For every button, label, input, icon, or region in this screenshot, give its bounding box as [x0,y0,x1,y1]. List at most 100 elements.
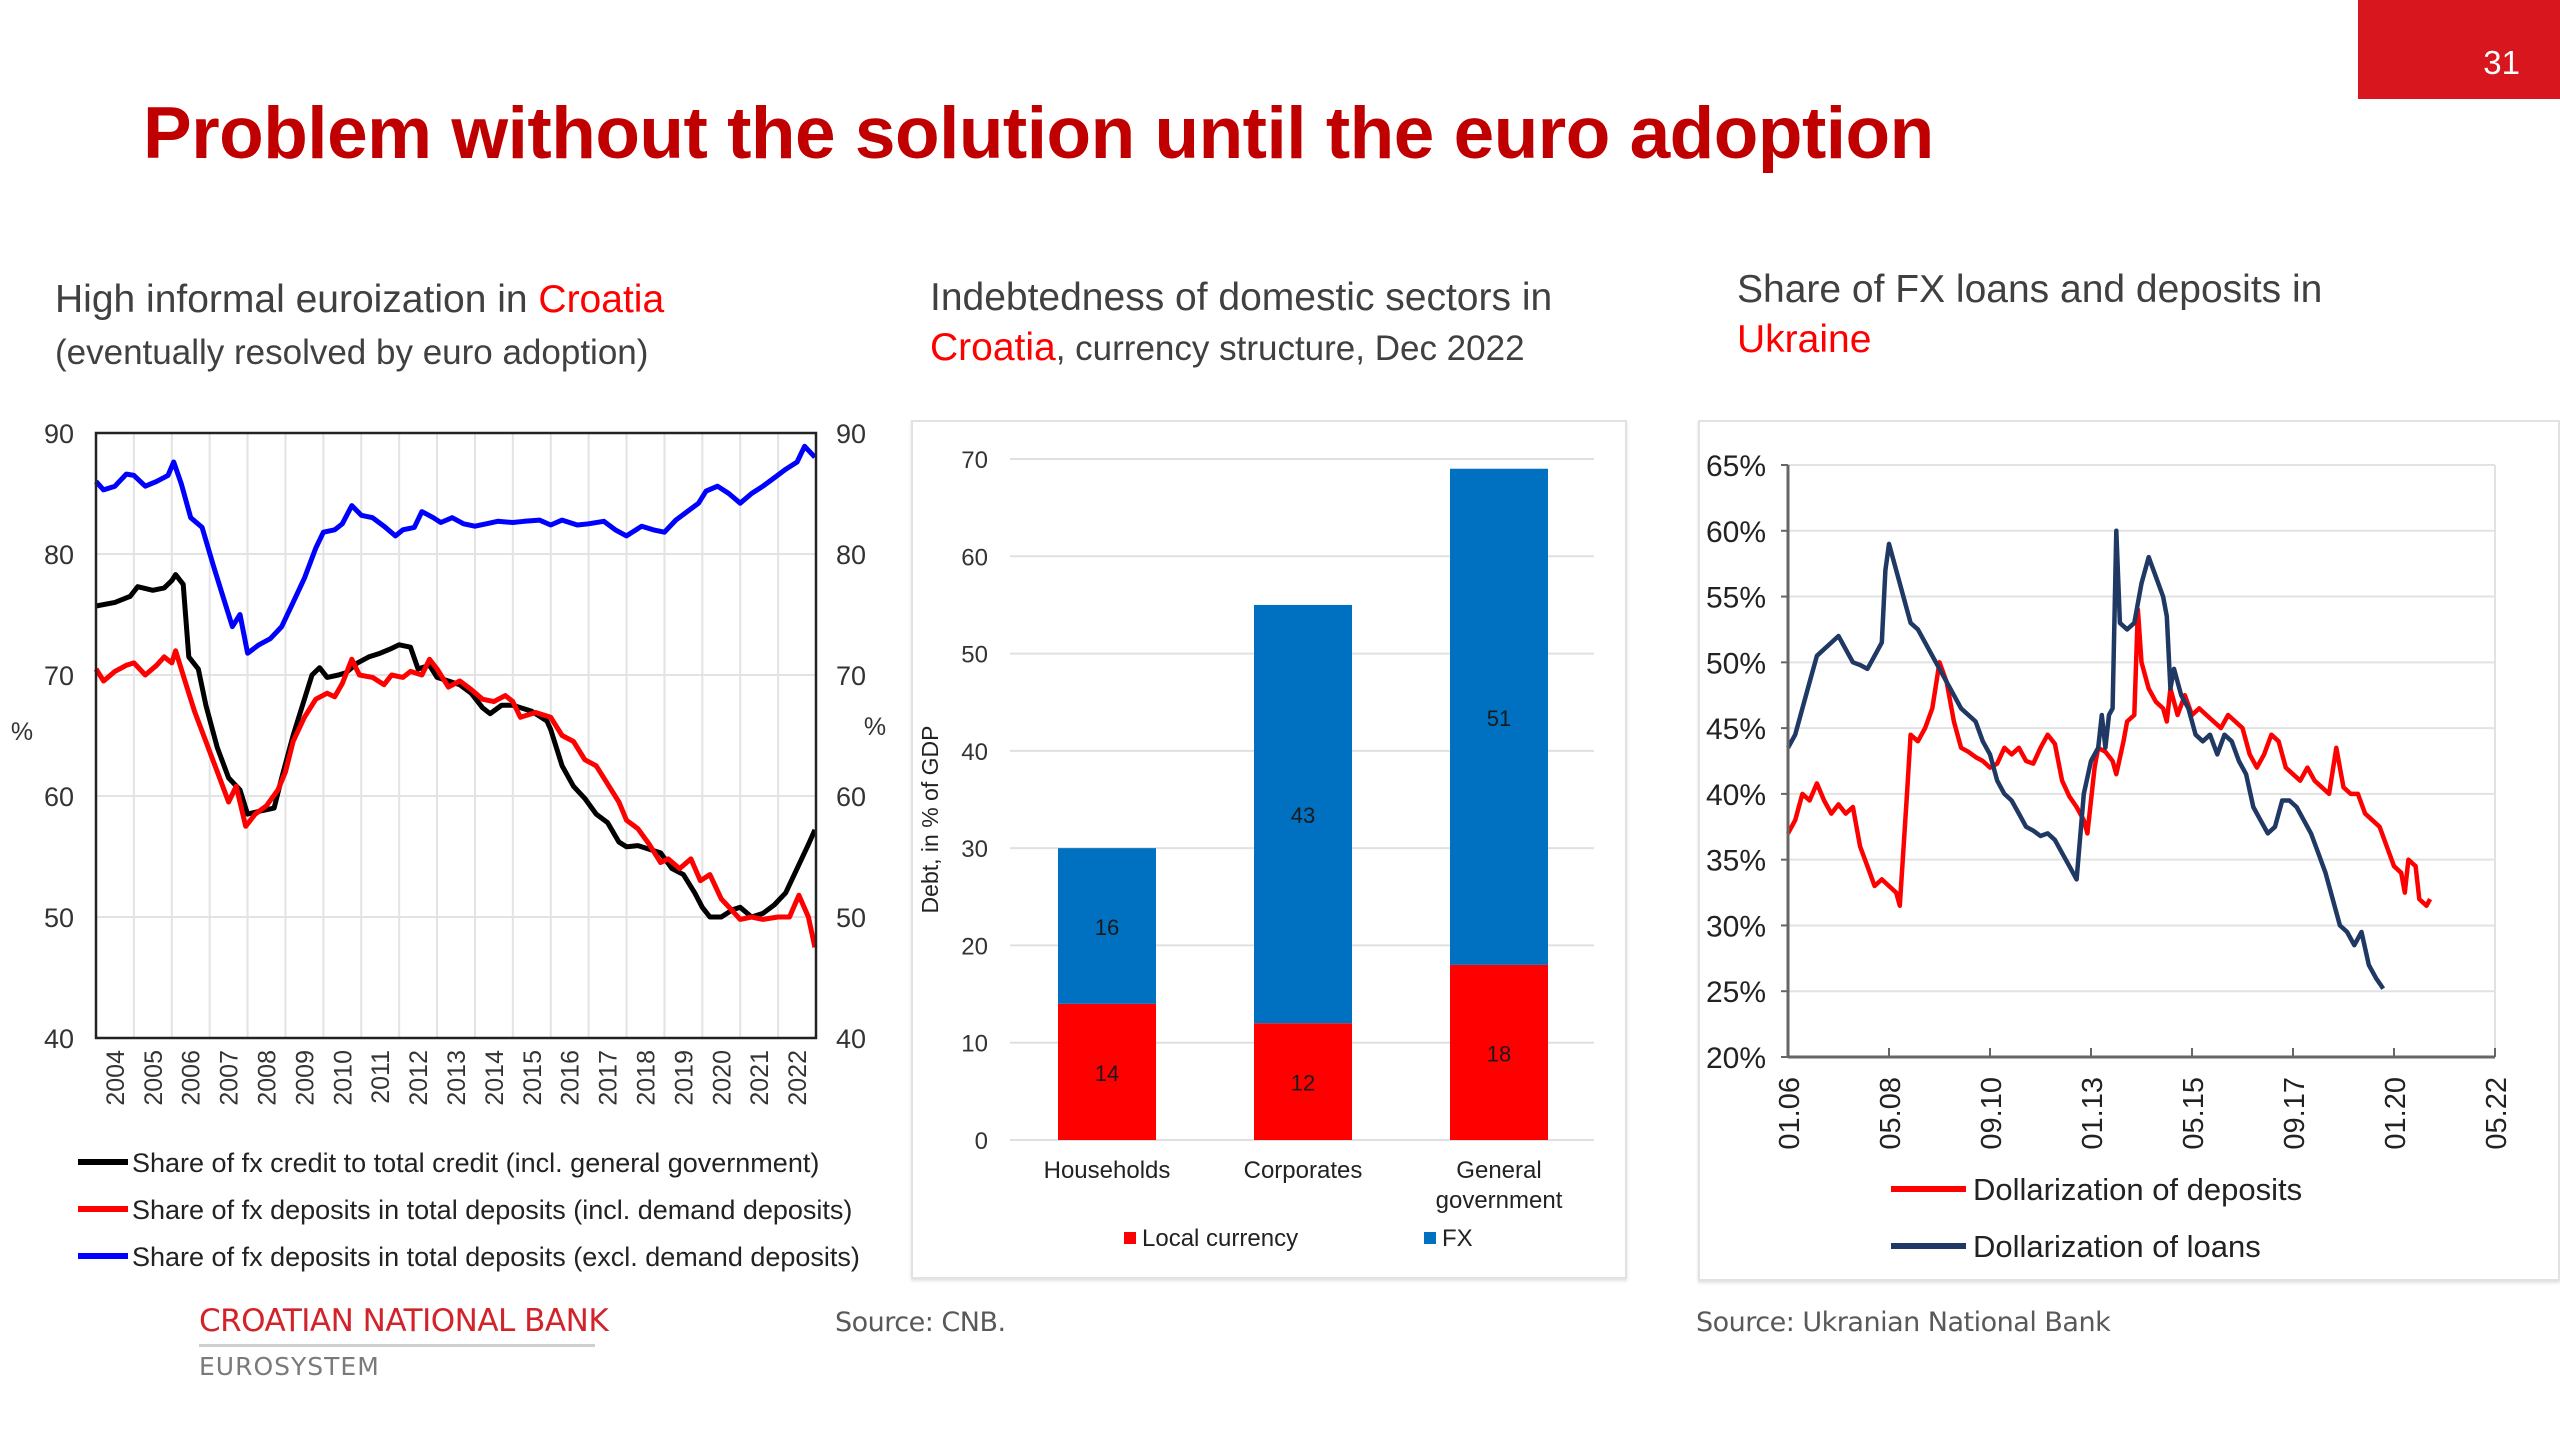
series-line [94,443,817,656]
middle-chart-heading-rest: , currency structure, Dec 2022 [1055,329,1525,368]
y-tick-label: 50% [1706,647,1766,680]
y-tick-label: 30 [961,836,988,863]
x-tick-label: 2009 [291,1050,319,1106]
x-tick-label: 2019 [670,1050,698,1106]
left-chart-heading: High informal euroization in Croatia [55,278,664,322]
y-tick-label: 55% [1706,582,1766,615]
legend-label: Share of fx credit to total credit (incl… [132,1148,819,1178]
y-tick-label: 40% [1706,779,1766,812]
legend-label: FX [1442,1225,1473,1252]
legend-label: Share of fx deposits in total deposits (… [132,1195,852,1225]
y-tick-label-left: 60 [44,782,74,812]
series-line [95,572,818,920]
logo-bank-name: CROATIAN NATIONAL BANK [199,1303,609,1339]
x-tick-label: 09.17 [2279,1077,2311,1150]
x-category-label: Corporates [1244,1157,1363,1184]
series-line [1786,607,2433,908]
series-line [1786,528,2386,990]
x-tick-label: 05.15 [2178,1077,2210,1150]
plot-frame [94,431,818,1040]
x-tick-label: 2022 [784,1050,812,1106]
x-category-label: General [1456,1157,1541,1184]
page-number: 31 [2483,44,2520,81]
x-tick-label: 2021 [746,1050,774,1106]
middle-chart-heading: Indebtedness of domestic sectors in [930,276,1553,319]
legend-swatch [1424,1232,1436,1244]
y-tick-label: 20% [1706,1042,1766,1075]
right-chart-source: Source: Ukranian National Bank [1696,1307,2111,1338]
x-tick-label: 2018 [632,1050,660,1106]
x-tick-label: 01.06 [1774,1077,1806,1150]
y-tick-label-right: 90 [836,419,866,449]
y-tick-label-left: 40 [44,1024,74,1054]
y-tick-label-right: 60 [836,782,866,812]
x-category-label: government [1436,1187,1563,1214]
middle-chart-heading-line2: Croatia, currency structure, Dec 2022 [930,326,1525,370]
y-tick-label-right: 80 [836,540,866,570]
bar-segment [1254,1023,1352,1140]
x-tick-label: 2020 [708,1050,736,1106]
y-tick-label-left: 50 [44,903,74,933]
y-tick-label-right: 50 [836,903,866,933]
x-tick-label: 2010 [329,1050,357,1106]
x-tick-label: 2017 [595,1050,623,1106]
x-category-label: Households [1044,1157,1171,1184]
y-tick-label-left: 90 [44,419,74,449]
right-chart-panel [1698,420,2560,1281]
x-tick-label: 2013 [443,1050,471,1106]
x-tick-label: 05.08 [1875,1077,1907,1150]
y-tick-label-right: 40 [836,1024,866,1054]
legend-swatch [1124,1232,1136,1244]
legend-label: Dollarization of deposits [1973,1172,2302,1207]
y-tick-label: 40 [961,739,988,766]
bar-data-label: 43 [1291,803,1315,828]
ukraine-dollarization-chart: 20% 25% 30% 35% 40% 45% 50% 55% 60% 65% 01.06 05.08… [1706,450,2513,1264]
right-chart-heading: Share of FX loans and deposits in [1737,268,2323,311]
y-tick-label: 60 [961,544,988,571]
page-title: Problem without the solution until the e… [143,93,1934,174]
bar-data-label: 51 [1487,706,1511,731]
legend-label: Share of fx deposits in total deposits (… [132,1242,860,1272]
bar-segment [1058,848,1156,1004]
y-tick-label: 20 [961,933,988,960]
legend-label: Local currency [1142,1225,1298,1252]
page-number-badge [2358,0,2560,99]
x-tick-label: 2014 [481,1050,509,1106]
y-tick-label-left: 70 [44,661,74,691]
y-tick-label: 70 [961,447,988,474]
x-tick-label: 09.10 [1976,1077,2008,1150]
y-tick-label-right: 70 [836,661,866,691]
logo-subtitle: EUROSYSTEM [199,1352,380,1381]
bar-segment [1450,964,1548,1140]
y-tick-label: 35% [1706,845,1766,878]
left-chart-heading-highlight: Croatia [538,278,665,321]
x-tick-label: 2006 [178,1050,206,1106]
y-axis-label: Debt, in % of GDP [917,726,943,914]
y-axis-label-left: % [11,718,33,746]
x-tick-label: 2004 [102,1050,130,1106]
series-line [93,648,818,948]
y-tick-label: 30% [1706,910,1766,943]
bar-data-label: 16 [1095,915,1119,940]
x-tick-label: 05.22 [2481,1077,2513,1150]
bar-data-label: 12 [1291,1071,1315,1096]
left-chart-subheading: (eventually resolved by euro adoption) [55,333,649,372]
y-tick-label: 45% [1706,713,1766,746]
croatia-indebtedness-chart: 0 10 20 30 40 50 60 70 Debt, in % of GDP 14 16 Hous… [917,447,1594,1252]
y-axis-label-right: % [864,713,886,741]
bar-segment [1450,468,1548,965]
bar-segment [1254,604,1352,1024]
x-tick-label: 2012 [405,1050,433,1106]
y-tick-label: 0 [975,1128,988,1155]
y-tick-label: 50 [961,642,988,669]
y-tick-label: 25% [1706,976,1766,1009]
x-tick-label: 2005 [140,1050,168,1106]
middle-chart-source: Source: CNB. [835,1307,1006,1338]
bar-segment [1058,1003,1156,1140]
bar-data-label: 18 [1487,1041,1511,1066]
x-tick-label: 2011 [367,1050,395,1104]
y-tick-label: 60% [1706,516,1766,549]
middle-chart-heading-highlight: Croatia [930,326,1056,369]
x-tick-label: 2008 [254,1050,282,1106]
